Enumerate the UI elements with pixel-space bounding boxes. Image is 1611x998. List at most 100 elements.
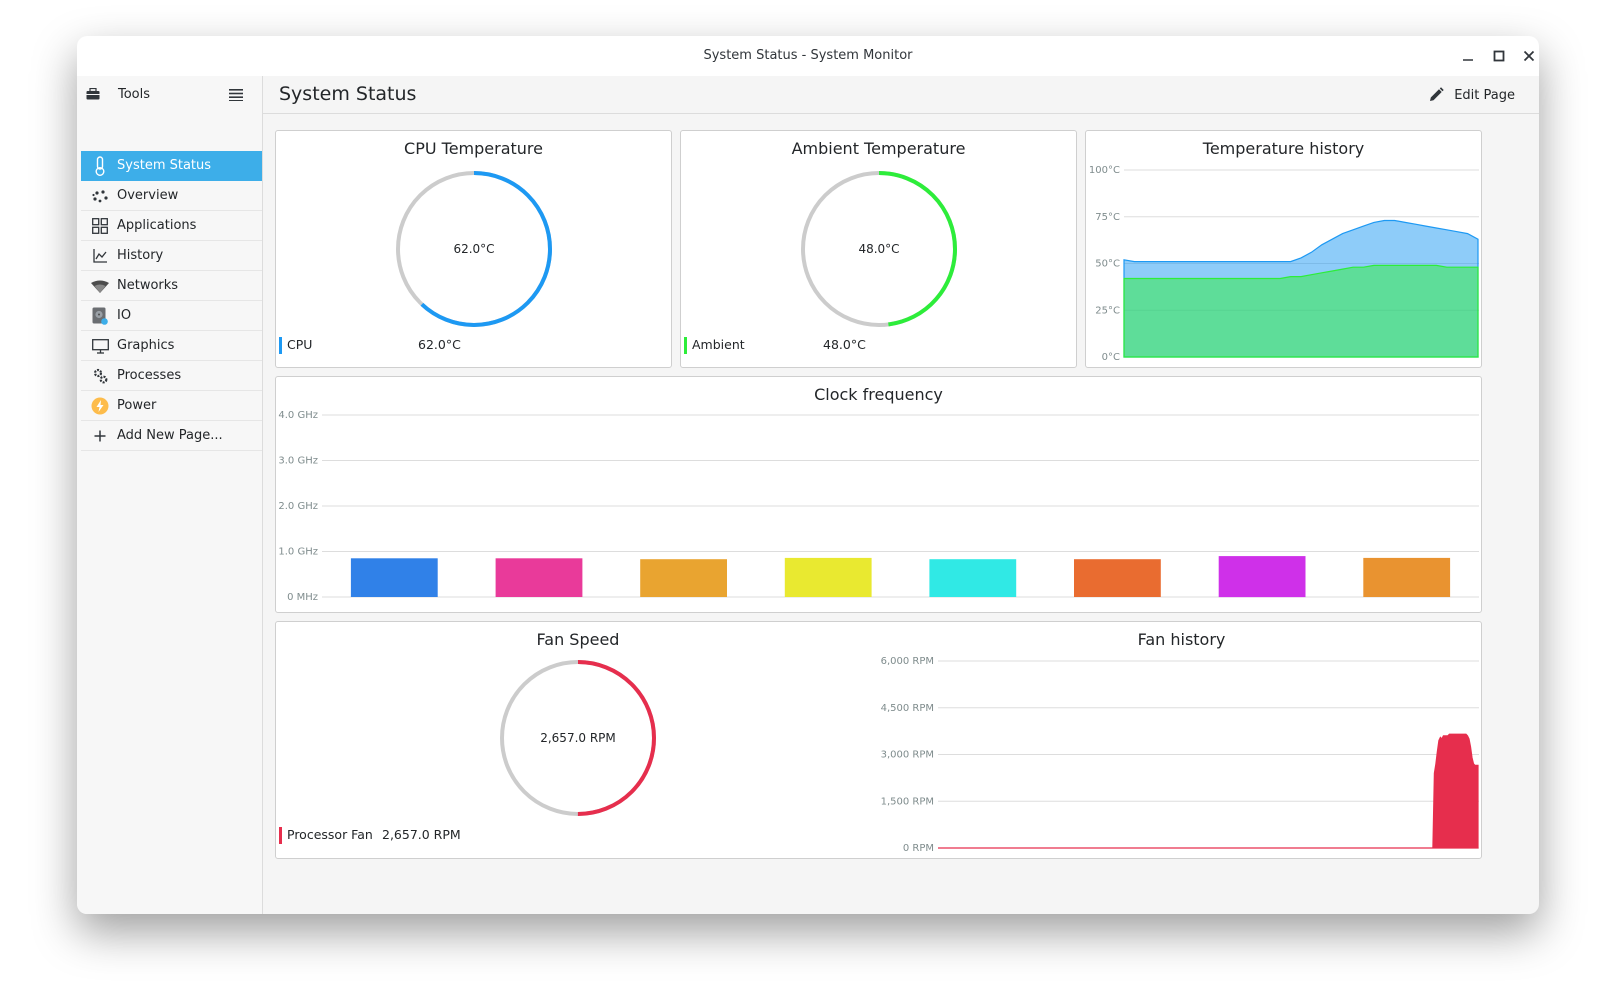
legend-value: 2,657.0 RPM bbox=[382, 827, 461, 842]
area-series bbox=[938, 733, 1479, 849]
frequency-bar bbox=[1074, 559, 1161, 597]
app-window: System Status - System Monitor Tools Sys… bbox=[77, 36, 1539, 914]
hamburger-menu-icon[interactable] bbox=[229, 88, 243, 101]
sidebar: Tools System Status Overview Application… bbox=[77, 76, 263, 914]
card-title: Ambient Temperature bbox=[791, 139, 966, 158]
toolbox-icon bbox=[86, 88, 100, 100]
y-tick-label: 1,500 RPM bbox=[881, 796, 934, 807]
thermometer-icon bbox=[91, 156, 109, 176]
gauge-arc bbox=[500, 660, 656, 816]
area-series bbox=[1123, 264, 1479, 358]
clock-frequency-card: Clock frequency 4.0 GHz 3.0 GHz 2.0 GHz 1.0… bbox=[275, 376, 1482, 613]
sidebar-item-graphics[interactable]: Graphics bbox=[81, 331, 262, 361]
legend-label: Ambient bbox=[692, 337, 745, 352]
sidebar-item-label: Overview bbox=[117, 188, 179, 203]
card-title: Temperature history bbox=[1202, 139, 1365, 158]
gears-icon bbox=[91, 367, 109, 385]
tools-label: Tools bbox=[118, 87, 151, 102]
card-title: Fan Speed bbox=[536, 630, 620, 649]
y-tick-label: 0 RPM bbox=[903, 843, 934, 854]
sidebar-item-io[interactable]: IO bbox=[81, 301, 262, 331]
history-chart-icon bbox=[91, 247, 109, 265]
minimize-button[interactable] bbox=[1458, 46, 1478, 66]
frequency-bar bbox=[640, 559, 727, 597]
sidebar-item-networks[interactable]: Networks bbox=[81, 271, 262, 301]
y-tick-label: 25°C bbox=[1095, 305, 1120, 316]
fan-card: Fan Speed 2,657.0 RPM Processor Fan 2,65… bbox=[275, 621, 1482, 859]
sidebar-item-label: Graphics bbox=[117, 338, 175, 353]
legend-swatch bbox=[684, 337, 687, 354]
sidebar-item-label: Applications bbox=[117, 218, 197, 233]
gauge-value: 48.0°C bbox=[858, 242, 899, 256]
frequency-bar bbox=[1218, 556, 1306, 598]
sidebar-item-label: System Status bbox=[117, 158, 212, 173]
monitor-icon bbox=[91, 337, 109, 355]
temperature-history-chart: 100°C 75°C 50°C 25°C 0°C bbox=[1089, 165, 1479, 363]
y-tick-label: 75°C bbox=[1095, 212, 1120, 223]
gauge-value: 62.0°C bbox=[453, 242, 494, 256]
frequency-bar bbox=[350, 558, 438, 597]
card-title: CPU Temperature bbox=[404, 139, 543, 158]
sidebar-item-label: IO bbox=[117, 308, 132, 323]
ambient-legend: Ambient 48.0°C bbox=[684, 337, 1064, 354]
y-tick-label: 4.0 GHz bbox=[278, 410, 318, 421]
y-tick-label: 100°C bbox=[1089, 165, 1120, 176]
legend-swatch bbox=[279, 337, 282, 354]
legend-value: 62.0°C bbox=[418, 337, 461, 352]
y-tick-label: 6,000 RPM bbox=[881, 656, 934, 667]
cpu-gauge: 62.0°C bbox=[396, 171, 552, 327]
wifi-icon bbox=[91, 277, 109, 295]
y-tick-label: 50°C bbox=[1095, 259, 1120, 270]
page-header: System Status Edit Page bbox=[263, 76, 1539, 114]
frequency-bar bbox=[929, 559, 1017, 597]
sidebar-item-overview[interactable]: Overview bbox=[81, 181, 262, 211]
sidebar-item-processes[interactable]: Processes bbox=[81, 361, 262, 391]
sidebar-item-label: Processes bbox=[117, 368, 182, 383]
sidebar-item-history[interactable]: History bbox=[81, 241, 262, 271]
applications-grid-icon bbox=[91, 217, 109, 235]
close-button[interactable] bbox=[1519, 46, 1539, 66]
y-tick-label: 3,000 RPM bbox=[881, 750, 934, 761]
titlebar[interactable]: System Status - System Monitor bbox=[77, 36, 1539, 76]
cpu-legend: CPU 62.0°C bbox=[279, 337, 659, 354]
maximize-icon bbox=[1493, 50, 1505, 62]
legend-label: Processor Fan bbox=[287, 827, 373, 842]
frequency-bar bbox=[1363, 557, 1451, 597]
edit-page-button[interactable]: Edit Page bbox=[1428, 82, 1515, 108]
sidebar-item-label: Networks bbox=[117, 278, 179, 293]
fan-history-chart: 6,000 RPM 4,500 RPM 3,000 RPM 1,500 RPM 0 RP… bbox=[881, 656, 1479, 854]
sidebar-item-label: History bbox=[117, 248, 164, 263]
gauge-arc bbox=[801, 171, 957, 327]
frequency-bar bbox=[495, 558, 583, 597]
tools-menu[interactable]: Tools bbox=[77, 76, 263, 112]
frequency-bar bbox=[784, 557, 872, 597]
maximize-button[interactable] bbox=[1489, 46, 1509, 66]
y-tick-label: 0°C bbox=[1102, 352, 1120, 363]
y-tick-label: 0 MHz bbox=[287, 592, 318, 603]
cpu-temperature-card: CPU Temperature 62.0°C CPU 62.0°C bbox=[275, 130, 672, 368]
page-title: System Status bbox=[279, 83, 417, 105]
clock-frequency-chart: 4.0 GHz 3.0 GHz 2.0 GHz 1.0 GHz 0 MHz bbox=[278, 410, 1479, 603]
fan-gauge: 2,657.0 RPM bbox=[500, 660, 656, 816]
sidebar-item-power[interactable]: Power bbox=[81, 391, 262, 421]
sidebar-item-label: Add New Page... bbox=[117, 428, 223, 443]
gauge-value: 2,657.0 RPM bbox=[540, 731, 616, 745]
y-tick-label: 4,500 RPM bbox=[881, 703, 934, 714]
card-title: Fan history bbox=[1137, 630, 1226, 649]
legend-value: 48.0°C bbox=[823, 337, 866, 352]
gauge-arc bbox=[396, 171, 552, 327]
disk-icon bbox=[91, 307, 109, 325]
sidebar-item-system-status[interactable]: System Status bbox=[81, 151, 262, 181]
sidebar-item-applications[interactable]: Applications bbox=[81, 211, 262, 241]
ambient-temperature-card: Ambient Temperature 48.0°C Ambient 48.0°… bbox=[680, 130, 1077, 368]
card-title: Clock frequency bbox=[814, 385, 943, 404]
ambient-gauge: 48.0°C bbox=[801, 171, 957, 327]
temperature-history-card: Temperature history 100°C 75°C 50°C 25°C 0°C bbox=[1085, 130, 1482, 368]
minimize-icon bbox=[1463, 59, 1473, 61]
legend-swatch bbox=[279, 827, 282, 844]
window-title: System Status - System Monitor bbox=[703, 48, 913, 63]
close-icon bbox=[1523, 50, 1535, 62]
y-tick-label: 2.0 GHz bbox=[278, 501, 318, 512]
legend-label: CPU bbox=[287, 337, 313, 352]
add-new-page-button[interactable]: Add New Page... bbox=[81, 421, 262, 451]
